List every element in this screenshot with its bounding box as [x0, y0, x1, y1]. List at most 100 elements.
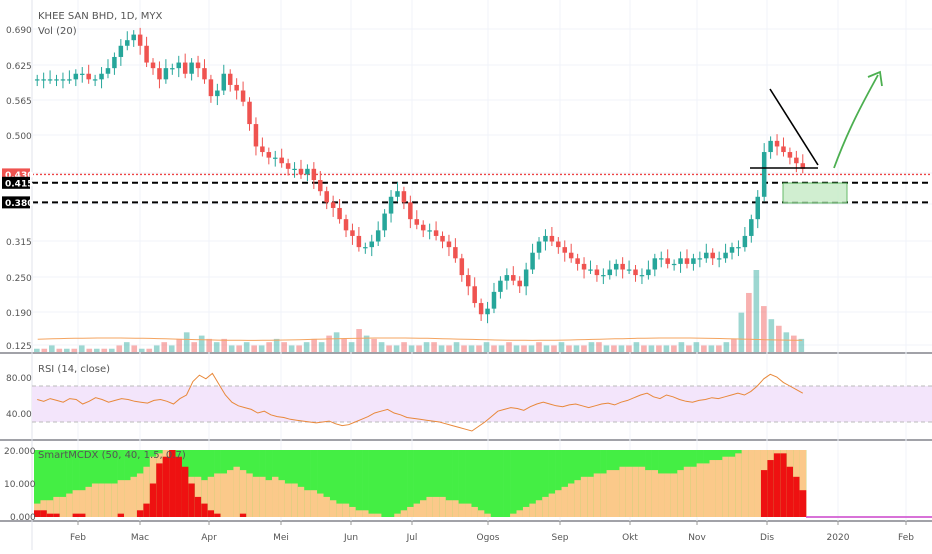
- volume-bar: [56, 348, 63, 352]
- candle-body: [208, 79, 214, 97]
- mcdx-orange-bar: [613, 470, 620, 517]
- mcdx-orange-bar: [619, 466, 627, 517]
- price-tick-label: 0.565: [6, 97, 32, 107]
- mcdx-orange-bar: [72, 490, 80, 517]
- volume-bar: [34, 348, 40, 352]
- volume-bar: [93, 348, 100, 352]
- volume-bar: [476, 345, 482, 352]
- candle-body: [240, 90, 246, 102]
- volume-bar: [243, 342, 250, 352]
- candle-body: [562, 247, 568, 253]
- mcdx-orange-bar: [233, 466, 241, 517]
- mcdx-orange-bar: [670, 473, 678, 517]
- mcdx-red-bar: [117, 513, 125, 517]
- candle-body: [716, 258, 722, 260]
- volume-bar: [753, 270, 760, 352]
- mcdx-orange-bar: [677, 470, 685, 517]
- volume-bar: [63, 348, 70, 352]
- mcdx-orange-bar: [304, 490, 311, 517]
- mcdx-orange-bar: [362, 510, 369, 517]
- price-tick-label: 0.125: [6, 342, 32, 352]
- volume-bar: [183, 332, 190, 352]
- mcdx-red-bar: [72, 513, 80, 517]
- mcdx-orange-bar: [355, 510, 363, 517]
- mcdx-green-bar: [400, 450, 408, 517]
- mcdx-red-bar: [53, 513, 61, 517]
- volume-bar: [498, 345, 505, 352]
- volume-indicator-label: Vol (20): [38, 26, 77, 37]
- mcdx-orange-bar: [46, 500, 54, 517]
- candle-body: [285, 163, 291, 169]
- mcdx-orange-bar: [420, 500, 427, 517]
- mcdx-orange-bar: [567, 483, 575, 517]
- volume-bar: [446, 345, 452, 352]
- mcdx-green-bar: [484, 450, 492, 517]
- candle-body: [176, 62, 182, 69]
- mcdx-orange-bar: [201, 480, 208, 517]
- mcdx-orange-bar: [79, 490, 86, 517]
- candle-body: [749, 219, 754, 236]
- time-tick-label: Mei: [273, 533, 289, 543]
- volume-bar: [716, 345, 722, 352]
- volume-bar: [588, 342, 595, 352]
- mcdx-red-bar: [175, 456, 183, 517]
- mcdx-panel: 20.000 10.000 0.000: [4, 447, 932, 523]
- candle-body: [150, 62, 156, 69]
- candle-body: [170, 68, 175, 70]
- volume-bar: [251, 345, 257, 352]
- mcdx-red-bar: [799, 490, 807, 517]
- mcdx-green-bar: [362, 450, 369, 517]
- candle-body: [556, 241, 561, 248]
- volume-bar: [483, 342, 490, 352]
- candle-body: [157, 68, 162, 80]
- mcdx-green-bar: [85, 450, 93, 517]
- volume-bar: [791, 335, 797, 352]
- mcdx-orange-bar: [310, 490, 318, 517]
- mcdx-green-bar: [535, 450, 543, 517]
- mcdx-orange-bar: [413, 503, 421, 517]
- candle-body: [182, 62, 188, 74]
- candle-body: [787, 152, 793, 158]
- volume-bar: [678, 342, 685, 352]
- candle-body: [723, 252, 728, 259]
- mcdx-orange-bar: [40, 500, 48, 517]
- triangle-upper-line[interactable]: [769, 88, 819, 166]
- mcdx-orange-bar: [284, 483, 292, 517]
- candle-body: [272, 157, 278, 159]
- mcdx-red-bar: [201, 503, 208, 517]
- candle-body: [478, 303, 484, 315]
- mcdx-orange-bar: [696, 463, 704, 517]
- mcdx-red-bar: [143, 503, 151, 517]
- mcdx-orange-bar: [477, 510, 485, 517]
- mcdx-green-bar: [66, 450, 73, 517]
- volume-bar: [393, 345, 400, 352]
- candle-body: [768, 140, 773, 153]
- mcdx-orange-bar: [555, 490, 562, 517]
- trend-arrow[interactable]: [833, 70, 883, 169]
- time-tick-label: 2020: [827, 533, 850, 543]
- mcdx-green-bar: [516, 450, 524, 517]
- mcdx-red-bar: [181, 466, 189, 517]
- mcdx-green-bar: [72, 450, 80, 517]
- candle-body: [755, 196, 761, 220]
- candle-body: [54, 79, 59, 81]
- mcdx-orange-bar: [625, 466, 633, 517]
- mcdx-green-bar: [503, 450, 511, 517]
- candle-body: [369, 241, 375, 248]
- volume-bar: [221, 338, 227, 352]
- volume-bar: [296, 345, 302, 352]
- target-box[interactable]: [782, 182, 848, 204]
- mcdx-orange-bar: [317, 493, 324, 517]
- volume-bar: [603, 345, 610, 352]
- candle-body: [485, 308, 490, 315]
- price-label-badge: [2, 196, 30, 209]
- mcdx-orange-bar: [297, 486, 305, 517]
- mcdx-orange-bar: [130, 476, 138, 517]
- candle-body: [658, 258, 664, 260]
- candle-body: [60, 79, 66, 81]
- candle-body: [472, 286, 477, 304]
- candle-body: [330, 202, 336, 208]
- volume-bar: [798, 338, 805, 352]
- candle-body: [671, 263, 677, 266]
